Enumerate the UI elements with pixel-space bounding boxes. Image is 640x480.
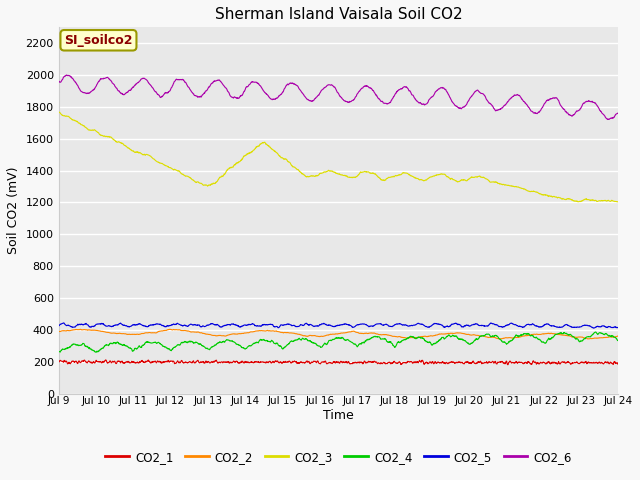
CO2_5 xyxy=(55,323,63,329)
CO2_6 xyxy=(496,106,504,112)
Text: SI_soilco2: SI_soilco2 xyxy=(64,34,132,47)
Line: CO2_1: CO2_1 xyxy=(59,360,618,365)
CO2_1 xyxy=(327,360,335,366)
Line: CO2_2: CO2_2 xyxy=(59,329,618,339)
CO2_5 xyxy=(598,323,606,329)
CO2_5 xyxy=(60,320,68,326)
CO2_5 xyxy=(312,323,320,329)
CO2_6 xyxy=(598,110,606,116)
CO2_2 xyxy=(599,335,607,341)
CO2_3 xyxy=(614,199,621,205)
CO2_3 xyxy=(614,199,622,204)
CO2_5 xyxy=(589,325,597,331)
Line: CO2_6: CO2_6 xyxy=(59,75,618,120)
CO2_5 xyxy=(84,322,92,328)
CO2_5 xyxy=(327,323,335,329)
CO2_6 xyxy=(327,82,335,88)
CO2_1 xyxy=(504,362,512,368)
CO2_6 xyxy=(614,110,622,116)
CO2_2 xyxy=(614,333,622,339)
CO2_1 xyxy=(599,360,607,366)
CO2_2 xyxy=(496,336,504,342)
CO2_3 xyxy=(495,181,503,187)
CO2_5 xyxy=(496,324,504,329)
CO2_4 xyxy=(83,344,91,350)
CO2_3 xyxy=(83,126,91,132)
CO2_3 xyxy=(55,109,63,115)
Line: CO2_3: CO2_3 xyxy=(59,112,618,202)
CO2_6 xyxy=(84,90,92,96)
CO2_3 xyxy=(598,198,606,204)
CO2_2 xyxy=(166,326,174,332)
CO2_2 xyxy=(55,329,63,335)
Title: Sherman Island Vaisala Soil CO2: Sherman Island Vaisala Soil CO2 xyxy=(215,7,462,22)
CO2_6 xyxy=(598,111,606,117)
CO2_4 xyxy=(327,338,335,344)
CO2_2 xyxy=(598,335,606,341)
CO2_4 xyxy=(496,336,504,342)
CO2_4 xyxy=(598,331,606,336)
CO2_6 xyxy=(604,117,612,122)
Y-axis label: Soil CO2 (mV): Soil CO2 (mV) xyxy=(7,167,20,254)
CO2_5 xyxy=(599,323,607,329)
Legend: CO2_1, CO2_2, CO2_3, CO2_4, CO2_5, CO2_6: CO2_1, CO2_2, CO2_3, CO2_4, CO2_5, CO2_6 xyxy=(100,446,577,468)
CO2_4 xyxy=(592,329,600,335)
CO2_1 xyxy=(102,357,109,363)
CO2_1 xyxy=(83,360,91,366)
CO2_1 xyxy=(614,359,622,365)
CO2_1 xyxy=(598,360,606,366)
CO2_3 xyxy=(312,173,320,179)
CO2_2 xyxy=(312,333,320,339)
CO2_2 xyxy=(584,336,592,342)
CO2_4 xyxy=(55,348,63,354)
CO2_6 xyxy=(312,95,320,100)
CO2_2 xyxy=(327,332,335,337)
CO2_3 xyxy=(598,198,606,204)
X-axis label: Time: Time xyxy=(323,409,354,422)
CO2_6 xyxy=(55,78,63,84)
CO2_4 xyxy=(92,349,100,355)
CO2_4 xyxy=(599,331,607,337)
CO2_6 xyxy=(63,72,70,78)
CO2_1 xyxy=(55,359,63,365)
CO2_3 xyxy=(327,168,335,174)
CO2_1 xyxy=(312,360,320,365)
Line: CO2_4: CO2_4 xyxy=(59,332,618,352)
Line: CO2_5: CO2_5 xyxy=(59,323,618,328)
CO2_4 xyxy=(614,337,622,343)
CO2_2 xyxy=(83,327,91,333)
CO2_4 xyxy=(312,341,320,347)
CO2_1 xyxy=(496,359,504,365)
CO2_5 xyxy=(614,324,622,330)
